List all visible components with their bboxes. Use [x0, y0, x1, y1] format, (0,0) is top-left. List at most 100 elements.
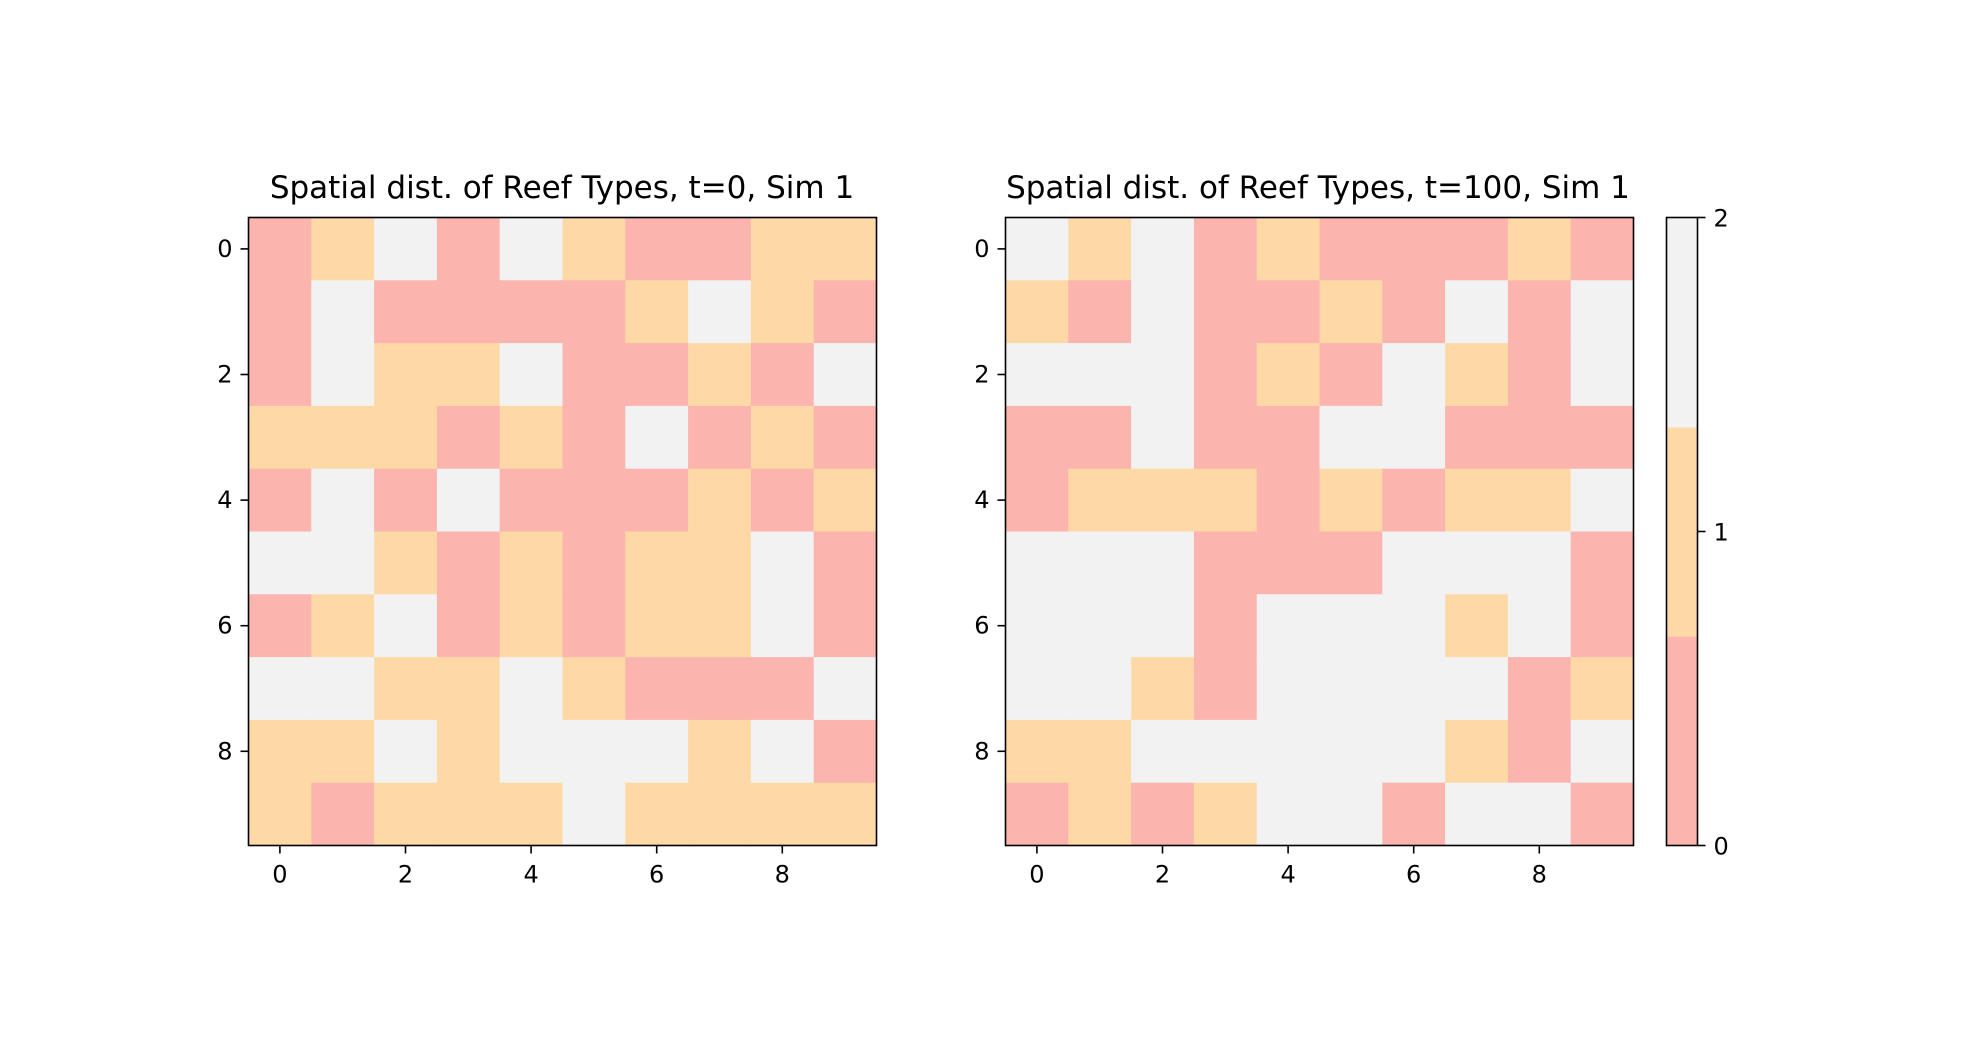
- heatmap-cell: [374, 405, 438, 470]
- axes-frame: [247, 216, 878, 847]
- heatmap-cell: [1193, 468, 1258, 533]
- heatmap-cell: [1445, 657, 1509, 721]
- heatmap-cell: [1193, 594, 1258, 658]
- heatmap-cell: [750, 217, 815, 281]
- heatmap-cell: [1193, 343, 1258, 407]
- heatmap-cell: [311, 657, 375, 721]
- heatmap-cell: [499, 468, 564, 533]
- heatmap-cell: [1445, 782, 1509, 847]
- heatmap-cell: [1068, 343, 1132, 407]
- heatmap-cell: [1445, 468, 1509, 533]
- heatmap-cell: [1005, 280, 1069, 344]
- y-tick-label: 2: [974, 361, 989, 389]
- heatmap-cell: [813, 217, 878, 281]
- heatmap-cell: [1382, 280, 1446, 344]
- heatmap-cell: [1382, 405, 1446, 470]
- heatmap-cell: [374, 468, 438, 533]
- heatmap-cell: [1445, 343, 1509, 407]
- heatmap-cell: [813, 657, 878, 721]
- heatmap-cell: [813, 719, 878, 784]
- x-tick-label: 2: [1155, 861, 1170, 889]
- heatmap-cell: [248, 343, 312, 407]
- heatmap-cell: [1570, 594, 1635, 658]
- heatmap-cell: [374, 280, 438, 344]
- heatmap-cell: [436, 280, 501, 344]
- heatmap-cell: [1382, 782, 1446, 847]
- heatmap-cell: [1570, 719, 1635, 784]
- heatmap-cell: [1570, 217, 1635, 281]
- heatmap-cell: [1131, 217, 1195, 281]
- heatmap-cell: [1131, 405, 1195, 470]
- heatmap-cell: [625, 217, 689, 281]
- heatmap-cell: [1256, 594, 1321, 658]
- heatmap-cell: [813, 468, 878, 533]
- heatmap-cell: [688, 719, 752, 784]
- colorbar: 0 1 2: [1665, 205, 1729, 861]
- heatmap-cell: [1256, 719, 1321, 784]
- heatmap-cell: [1319, 531, 1383, 595]
- heatmap-cell: [1319, 657, 1383, 721]
- heatmap-cell: [499, 343, 564, 407]
- heatmap-cell: [625, 531, 689, 595]
- heatmap-cell: [1005, 531, 1069, 595]
- heatmap-cell: [813, 594, 878, 658]
- heatmap-cell: [562, 217, 626, 281]
- heatmap-cell: [1507, 782, 1572, 847]
- heatmap-cell: [1382, 531, 1446, 595]
- heatmap-cell: [1256, 217, 1321, 281]
- y-tick-label: 0: [217, 235, 232, 263]
- heatmap-cell: [1382, 657, 1446, 721]
- heatmap-cell: [1256, 657, 1321, 721]
- heatmap-cell: [688, 468, 752, 533]
- x-tick-label: 6: [649, 861, 664, 889]
- y-tick-label: 6: [974, 612, 989, 640]
- heatmap-cell: [311, 280, 375, 344]
- colorbar-tick-label: 0: [1714, 833, 1729, 861]
- heatmap-cell: [1193, 217, 1258, 281]
- heatmap-cell: [1193, 280, 1258, 344]
- heatmap-cell: [311, 343, 375, 407]
- heatmap-cell: [688, 217, 752, 281]
- heatmap-cell: [1445, 217, 1509, 281]
- heatmap-cell: [1507, 343, 1572, 407]
- heatmap-cell: [625, 719, 689, 784]
- heatmap-cell: [248, 405, 312, 470]
- heatmap-cell: [1570, 782, 1635, 847]
- heatmap-cell: [499, 531, 564, 595]
- heatmap-cell: [1068, 468, 1132, 533]
- heatmap-cell: [248, 782, 312, 847]
- x-tick-label: 2: [398, 861, 413, 889]
- heatmap-cell: [1319, 217, 1383, 281]
- heatmap-cell: [1005, 405, 1069, 470]
- heatmap-cell: [625, 280, 689, 344]
- heatmap-cell: [1005, 594, 1069, 658]
- heatmap-cell: [499, 217, 564, 281]
- heatmap-cell: [688, 343, 752, 407]
- heatmap-cell: [813, 280, 878, 344]
- heatmap-cell: [436, 531, 501, 595]
- heatmap-cell: [750, 594, 815, 658]
- heatmap-cell: [1193, 719, 1258, 784]
- heatmap-cell: [1445, 280, 1509, 344]
- colorbar-segment: [1666, 217, 1698, 428]
- heatmap-cell: [436, 405, 501, 470]
- heatmap-cell: [374, 657, 438, 721]
- heatmap-cell: [750, 719, 815, 784]
- heatmap-cell: [750, 468, 815, 533]
- heatmap-cell: [1068, 531, 1132, 595]
- heatmap-cell: [499, 782, 564, 847]
- heatmap-cell: [688, 594, 752, 658]
- heatmap-cell: [1005, 719, 1069, 784]
- heatmap-cell: [311, 719, 375, 784]
- heatmap-cell: [1005, 343, 1069, 407]
- heatmap-cell: [625, 405, 689, 470]
- heatmap-cell: [248, 468, 312, 533]
- heatmap-cell: [248, 280, 312, 344]
- heatmap-cell: [499, 657, 564, 721]
- heatmap-cell: [1319, 343, 1383, 407]
- heatmap-cell: [562, 657, 626, 721]
- heatmap-cell: [1131, 280, 1195, 344]
- heatmap-cell: [750, 782, 815, 847]
- heatmap-cell: [248, 657, 312, 721]
- heatmap-cell: [499, 594, 564, 658]
